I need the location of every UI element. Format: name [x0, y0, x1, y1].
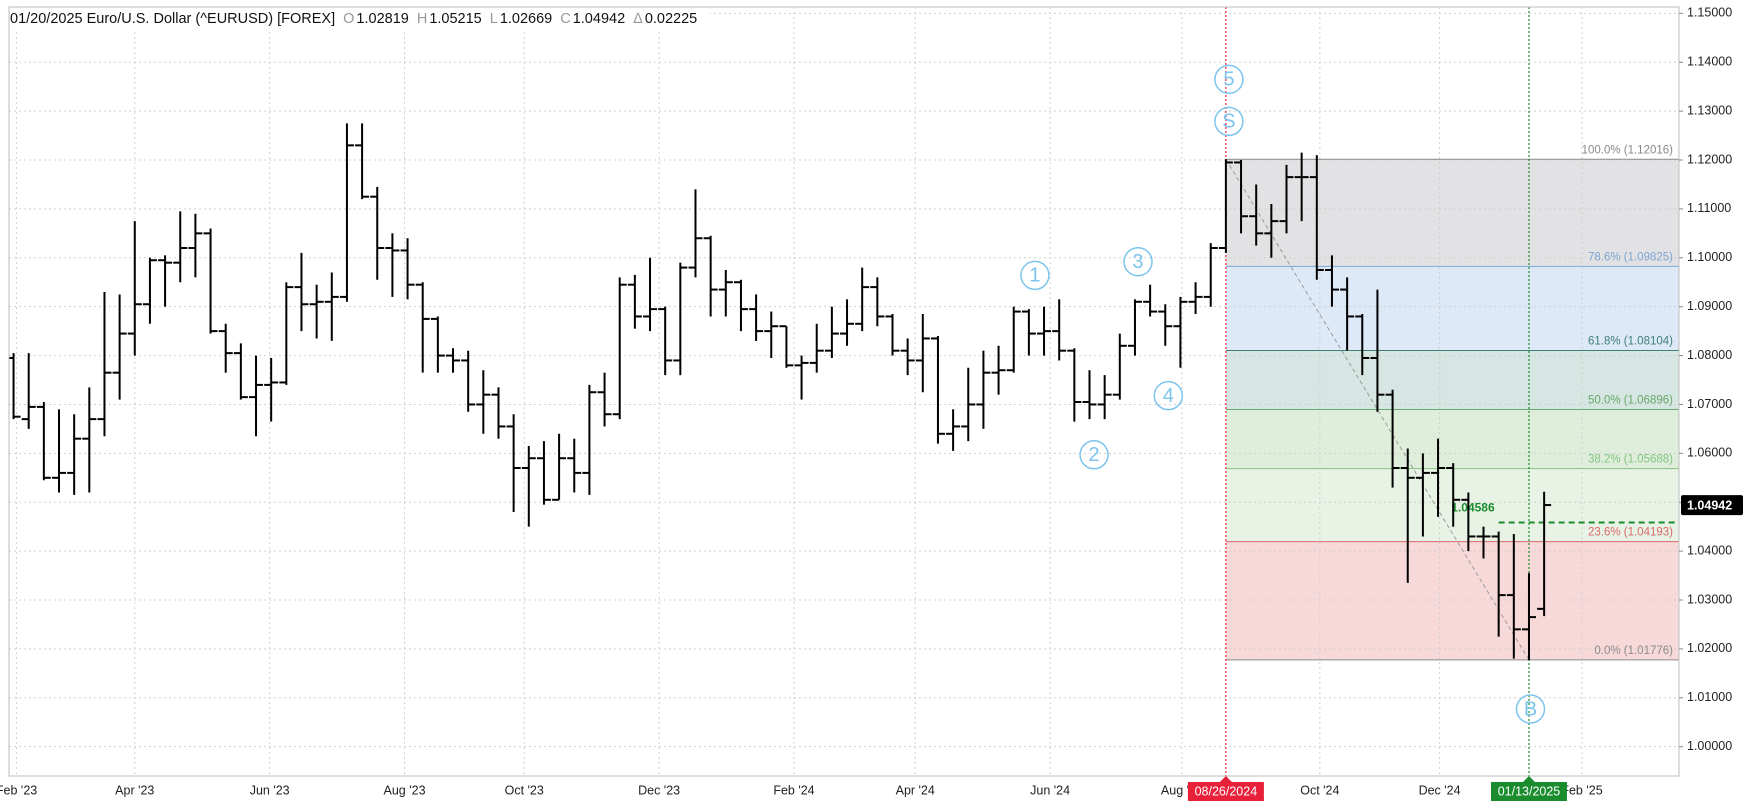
axes: 1.000001.010001.020001.030001.040001.050… [0, 6, 1743, 801]
y-tick-label: 1.06000 [1687, 446, 1732, 460]
marker-box [1187, 782, 1264, 801]
y-tick-label: 1.10000 [1687, 250, 1732, 264]
header-value: 1.04942 [573, 11, 625, 27]
fib-zone [1225, 350, 1679, 410]
annotation-label: 5 [1223, 69, 1234, 91]
header-key: O [343, 11, 354, 27]
header-key: L [490, 11, 498, 27]
header-value: 1.02819 [356, 11, 408, 27]
annotation-label: B [1524, 698, 1537, 720]
y-tick-label: 1.04000 [1687, 543, 1732, 557]
fib-label: 0.0% (1.01776) [1594, 645, 1673, 657]
annotation-circle [1153, 380, 1184, 411]
x-tick-label: Feb '23 [0, 783, 37, 797]
header-key: H [417, 11, 427, 27]
h-line-label: 1.04586 [1451, 501, 1495, 515]
x-tick-label: Dec '23 [638, 783, 680, 797]
header: 01/20/2025 Euro/U.S. Dollar (^EURUSD) [F… [10, 11, 697, 27]
header-value: 1.05215 [429, 11, 481, 27]
fib-label: 61.8% (1.08104) [1588, 336, 1673, 348]
fib-zone [1225, 541, 1679, 660]
fib-zone [1225, 266, 1679, 351]
x-tick-label: Apr '24 [896, 783, 935, 797]
y-tick-label: 1.00000 [1687, 739, 1732, 753]
fib-zone [1225, 159, 1679, 267]
y-tick-label: 1.02000 [1687, 641, 1732, 655]
fib-label: 50.0% (1.06896) [1588, 395, 1673, 407]
annotation-label: 2 [1088, 444, 1099, 466]
y-tick-label: 1.07000 [1687, 397, 1732, 411]
marker-label: 01/13/2025 [1498, 784, 1561, 798]
fib-label: 100.0% (1.12016) [1582, 144, 1674, 156]
marker-box [1490, 782, 1567, 801]
y-tick-label: 1.15000 [1687, 6, 1732, 20]
annotation-circle [1123, 246, 1153, 277]
annotation-circle [1079, 440, 1109, 470]
marker-arrow [1522, 776, 1535, 782]
y-tick-label: 1.03000 [1687, 592, 1732, 606]
x-tick-label: Apr '23 [115, 783, 154, 797]
fib-label: 38.2% (1.05688) [1588, 454, 1673, 466]
header-bg [10, 8, 710, 32]
y-tick-label: 1.01000 [1687, 690, 1732, 704]
annotation-label: 3 [1132, 251, 1143, 273]
fib-label: 23.6% (1.04193) [1588, 527, 1673, 539]
header-value: 0.02225 [645, 11, 697, 27]
header-value: 1.02669 [500, 11, 552, 27]
fib-zone [1225, 409, 1679, 469]
y-tick-label: 1.09000 [1687, 299, 1732, 313]
x-tick-label: Jun '23 [250, 783, 290, 797]
y-tick-label: 1.11000 [1687, 201, 1731, 215]
y-tick-label: 1.14000 [1687, 55, 1732, 69]
marker-label: 08/26/2024 [1195, 784, 1258, 798]
x-tick-label: Jun '24 [1030, 783, 1070, 797]
x-tick-label: Feb '25 [1561, 783, 1602, 797]
annotation-circle [1020, 260, 1050, 291]
header-key: C [560, 11, 570, 27]
annotation-label: 1 [1029, 265, 1040, 287]
annotation-circle [1515, 694, 1546, 724]
annotation-circle [1214, 106, 1244, 137]
x-tick-label: Aug '23 [384, 783, 426, 797]
x-tick-label: Dec '24 [1419, 783, 1461, 797]
y-tick-label: 1.13000 [1687, 103, 1732, 117]
annotation-label: 4 [1163, 385, 1174, 407]
header-title: 01/20/2025 Euro/U.S. Dollar (^EURUSD) [F… [10, 11, 335, 27]
y-tick-label: 1.12000 [1687, 152, 1732, 166]
annotation-label: S [1222, 111, 1235, 133]
x-tick-label: Oct '24 [1300, 783, 1339, 797]
plot-border [8, 6, 1680, 777]
x-tick-label: Oct '23 [505, 783, 544, 797]
last-price-label: 1.04942 [1687, 498, 1732, 512]
annotation-circle [1214, 64, 1244, 95]
plot-area: 100.0% (1.12016) 78.6% (1.09825) 61.8% (1.… [9, 7, 1679, 776]
header-key: Δ [633, 11, 643, 27]
last-price-box [1681, 495, 1743, 516]
y-tick-label: 1.08000 [1687, 348, 1732, 362]
x-tick-label: Feb '24 [773, 783, 814, 797]
marker-arrow [1219, 776, 1232, 782]
fib-label: 78.6% (1.09825) [1588, 251, 1673, 263]
